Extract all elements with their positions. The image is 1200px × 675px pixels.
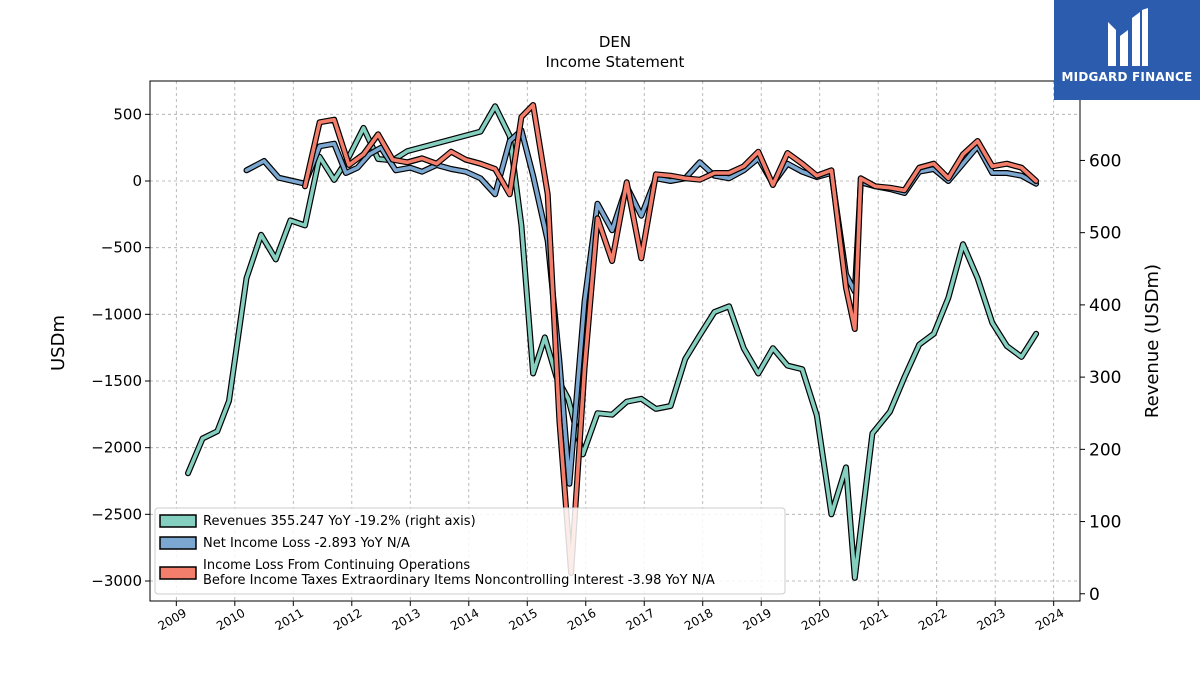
net-income-loss-line: [244, 128, 1038, 486]
legend-entry-income-loss-label: Income Loss From Continuing Operations: [203, 558, 470, 573]
left-tick-label: −1500: [91, 372, 142, 390]
x-tick-label: 2009: [156, 606, 189, 633]
right-tick-label: 100: [1089, 513, 1121, 533]
right-tick-label: 200: [1089, 440, 1121, 460]
legend: Revenues 355.247 YoY -19.2% (right axis)…: [154, 507, 786, 595]
left-tick-label: −2500: [91, 505, 142, 523]
legend-entry-income-loss-swatch: [159, 566, 197, 580]
x-tick-label: 2018: [682, 606, 715, 633]
logo-text: MIDGARD FINANCE: [1061, 70, 1193, 84]
legend-entry-revenues-label: Revenues 355.247 YoY -19.2% (right axis): [203, 514, 476, 529]
right-tick-label: 300: [1089, 368, 1121, 388]
net-income-loss-line-outline: [243, 127, 1040, 487]
left-tick-label: −500: [101, 239, 142, 257]
right-tick-label: 500: [1089, 224, 1121, 244]
left-tick-label: −2000: [91, 439, 142, 457]
left-tick-label: 0: [132, 172, 142, 190]
x-tick-label: 2016: [565, 606, 598, 633]
revenues-line: [186, 104, 1038, 580]
series-layer: [185, 102, 1040, 581]
x-tick-label: 2010: [214, 606, 247, 633]
x-tick-label: 2021: [857, 606, 890, 633]
x-tick-label: 2013: [390, 606, 423, 633]
x-tick-label: 2024: [1033, 606, 1066, 633]
chart-title-subtitle: Income Statement: [546, 53, 685, 71]
income-loss-line: [303, 103, 1038, 575]
plot-frame: [149, 80, 1081, 602]
legend-entry-net-income-loss-swatch: [159, 536, 197, 550]
x-tick-label: 2022: [916, 606, 949, 633]
x-tick-label: 2014: [448, 606, 481, 633]
logo-mark-icon: [1108, 8, 1148, 66]
legend-entry-net-income-loss-label: Net Income Loss -2.893 YoY N/A: [203, 536, 410, 551]
left-tick-label: −1000: [91, 305, 142, 323]
legend-entry-revenues-swatch: [159, 514, 197, 528]
right-axis-label: Revenue (USDm): [1142, 264, 1163, 418]
x-tick-label: 2019: [740, 606, 773, 633]
x-tick-label: 2011: [273, 606, 306, 633]
x-tick-label: 2017: [624, 606, 657, 633]
x-tick-label: 2023: [974, 606, 1007, 633]
left-axis-label: USDm: [48, 315, 69, 371]
x-tick-label: 2012: [331, 606, 364, 633]
left-tick-label: −3000: [91, 572, 142, 590]
x-tick-label: 2015: [507, 606, 540, 633]
chart-title-ticker: DEN: [599, 33, 631, 51]
x-tick-label: 2020: [799, 606, 832, 633]
right-tick-label: 400: [1089, 296, 1121, 316]
right-tick-label: 0: [1089, 585, 1100, 605]
left-tick-label: 500: [113, 105, 142, 123]
legend-entry-income-loss-label: Before Income Taxes Extraordinary Items …: [203, 573, 715, 588]
right-tick-label: 600: [1089, 151, 1121, 171]
legend-box: [154, 507, 786, 595]
midgard-finance-logo: MIDGARD FINANCE: [1054, 0, 1200, 100]
